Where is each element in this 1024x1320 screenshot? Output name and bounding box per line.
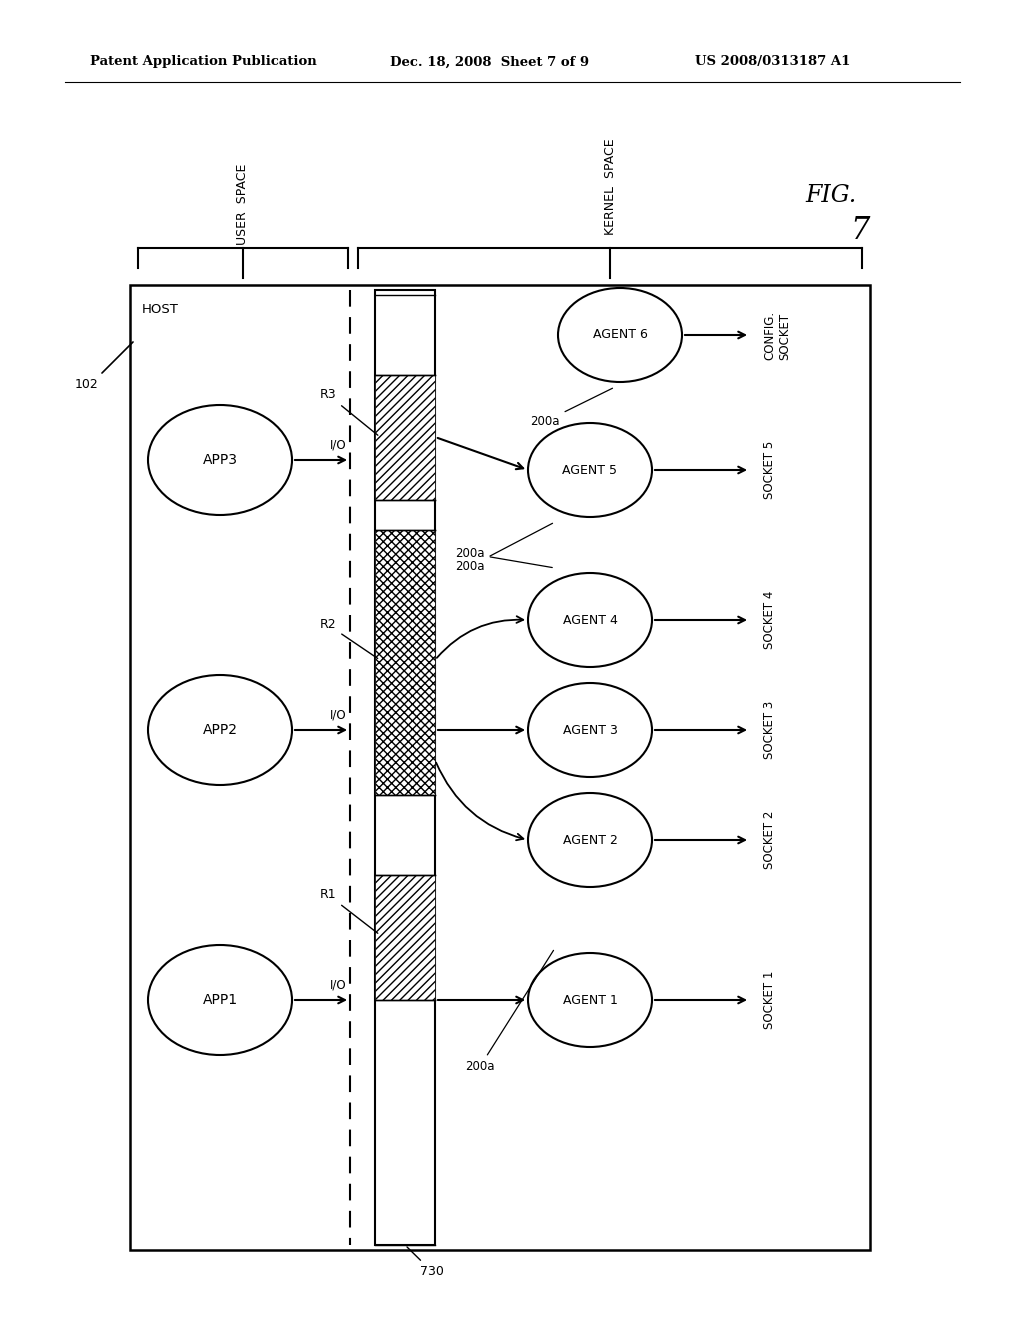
- Text: R3: R3: [319, 388, 378, 436]
- Text: AGENT 6: AGENT 6: [593, 329, 647, 342]
- Text: Patent Application Publication: Patent Application Publication: [90, 55, 316, 69]
- Text: APP2: APP2: [203, 723, 238, 737]
- Text: US 2008/0313187 A1: US 2008/0313187 A1: [695, 55, 850, 69]
- Text: SOCKET 4: SOCKET 4: [763, 591, 776, 649]
- Text: 102: 102: [75, 378, 98, 391]
- Text: HOST: HOST: [142, 304, 179, 315]
- Text: SOCKET 1: SOCKET 1: [763, 970, 776, 1030]
- Text: I/O: I/O: [330, 440, 346, 451]
- Text: AGENT 3: AGENT 3: [562, 723, 617, 737]
- Text: APP3: APP3: [203, 453, 238, 467]
- Ellipse shape: [528, 422, 652, 517]
- Text: R1: R1: [319, 888, 378, 933]
- Bar: [375, 875, 435, 1001]
- Text: AGENT 4: AGENT 4: [562, 614, 617, 627]
- Text: AGENT 2: AGENT 2: [562, 833, 617, 846]
- Text: APP1: APP1: [203, 993, 238, 1007]
- Text: I/O: I/O: [330, 709, 346, 722]
- Ellipse shape: [528, 573, 652, 667]
- Ellipse shape: [148, 945, 292, 1055]
- Text: 7: 7: [850, 215, 869, 246]
- Text: 200a: 200a: [530, 388, 612, 428]
- Text: CONFIG.
SOCKET: CONFIG. SOCKET: [763, 310, 791, 359]
- Ellipse shape: [148, 405, 292, 515]
- Text: 200a: 200a: [456, 546, 552, 568]
- Text: SOCKET 2: SOCKET 2: [763, 810, 776, 869]
- Bar: [375, 290, 435, 1245]
- Ellipse shape: [528, 953, 652, 1047]
- Ellipse shape: [528, 682, 652, 777]
- Bar: [375, 531, 435, 795]
- Text: 200a: 200a: [456, 523, 553, 573]
- Text: R2: R2: [319, 619, 378, 659]
- Bar: [375, 375, 435, 500]
- Text: AGENT 1: AGENT 1: [562, 994, 617, 1006]
- Bar: [130, 285, 870, 1250]
- Text: Dec. 18, 2008  Sheet 7 of 9: Dec. 18, 2008 Sheet 7 of 9: [390, 55, 589, 69]
- Ellipse shape: [148, 675, 292, 785]
- Text: USER  SPACE: USER SPACE: [237, 164, 250, 246]
- Text: 730: 730: [407, 1247, 443, 1278]
- Text: SOCKET 5: SOCKET 5: [763, 441, 776, 499]
- Text: KERNEL  SPACE: KERNEL SPACE: [603, 139, 616, 235]
- Text: SOCKET 3: SOCKET 3: [763, 701, 776, 759]
- Text: AGENT 5: AGENT 5: [562, 463, 617, 477]
- Text: I/O: I/O: [330, 979, 346, 993]
- Text: 200a: 200a: [465, 950, 554, 1073]
- Ellipse shape: [528, 793, 652, 887]
- Ellipse shape: [558, 288, 682, 381]
- Text: FIG.: FIG.: [805, 183, 856, 206]
